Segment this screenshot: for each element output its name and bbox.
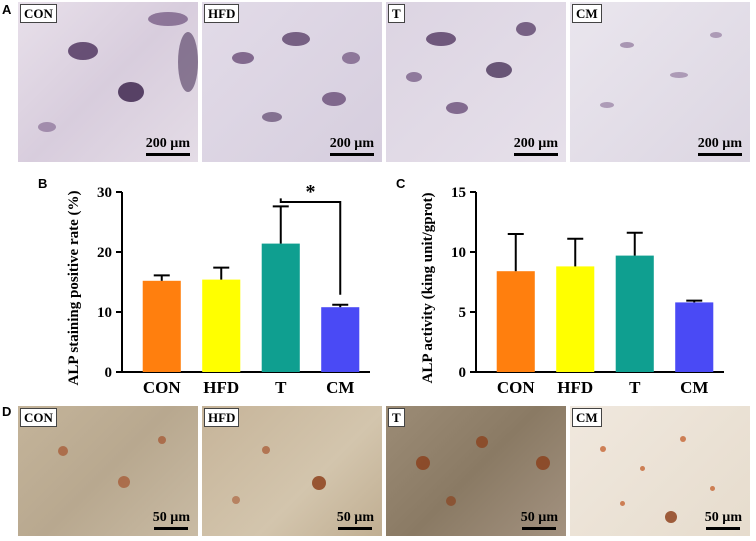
chart-c-bar-cm <box>675 302 714 372</box>
label-d-t: T <box>388 408 405 427</box>
chart-b-ytick-label-3: 30 <box>97 185 112 201</box>
scalebar-a-t: 200 µm <box>514 137 558 156</box>
scale-text-d-hfd: 50 µm <box>336 510 374 525</box>
chart-c-xtick-label-hfd: HFD <box>557 378 593 397</box>
micrograph-a-cm: CM 200 µm <box>570 2 750 162</box>
micrograph-a-t: T 200 µm <box>386 2 566 162</box>
chart-b-bar-cm <box>321 307 360 372</box>
micrograph-d-t: T 50 µm <box>386 406 566 536</box>
chart-c-xtick-label-cm: CM <box>680 378 708 397</box>
chart-b-significance-bracket <box>279 198 342 295</box>
scale-text-a-cm: 200 µm <box>697 136 742 151</box>
label-a-t: T <box>388 4 405 23</box>
panel-letter-a: A <box>2 2 12 17</box>
scale-text-d-cm: 50 µm <box>704 510 742 525</box>
panel-letter-c: C <box>396 176 406 191</box>
micrograph-a-con: CON 200 µm <box>18 2 198 162</box>
chart-b-ytick-label-2: 20 <box>97 245 112 261</box>
chart-c-bar-t <box>615 255 654 372</box>
chart-b-bar-hfd <box>202 279 241 372</box>
scale-text-a-t: 200 µm <box>513 136 558 151</box>
chart-c-ytick-label-0: 0 <box>459 365 467 381</box>
scalebar-a-con: 200 µm <box>146 137 190 156</box>
chart-b-ytick-label-1: 10 <box>97 305 112 321</box>
micrograph-a-hfd: HFD 200 µm <box>202 2 382 162</box>
label-a-cm: CM <box>572 4 602 23</box>
label-d-cm: CM <box>572 408 602 427</box>
chart-c-ylabel: ALP activity (king unit/gprot) <box>420 193 436 384</box>
chart-b-ylabel: ALP staining positive rate (%) <box>66 191 82 386</box>
scalebar-d-cm: 50 µm <box>705 511 742 530</box>
scalebar-a-hfd: 200 µm <box>330 137 374 156</box>
chart-b-bar-con <box>142 280 181 372</box>
label-a-hfd: HFD <box>204 4 240 23</box>
chart-c: 0 5 10 15 CON HFD T CM ALP activity (king unit/… <box>420 185 724 397</box>
chart-b-plot: 0 10 20 30 CON HFD T CM * <box>97 181 370 397</box>
chart-c-xtick-label-con: CON <box>497 378 536 397</box>
chart-b-ytick-label-0: 0 <box>105 365 113 381</box>
chart-b-xtick-label-cm: CM <box>326 378 354 397</box>
label-d-con: CON <box>20 408 57 427</box>
chart-c-bar-con <box>496 271 535 372</box>
scalebar-d-t: 50 µm <box>521 511 558 530</box>
chart-c-plot: 0 5 10 15 CON HFD T CM <box>451 185 724 397</box>
scalebar-d-con: 50 µm <box>153 511 190 530</box>
chart-c-xtick-label-t: T <box>629 378 641 397</box>
panel-letter-d: D <box>2 404 12 419</box>
chart-b-significance-star: * <box>306 181 316 203</box>
scale-text-a-con: 200 µm <box>145 136 190 151</box>
chart-b-xtick-label-con: CON <box>143 378 182 397</box>
chart-b-xtick-label-t: T <box>275 378 287 397</box>
micrograph-d-con: CON 50 µm <box>18 406 198 536</box>
chart-c-ytick-label-2: 10 <box>451 245 466 261</box>
label-d-hfd: HFD <box>204 408 240 427</box>
chart-c-ytick-label-1: 5 <box>459 305 467 321</box>
label-a-con: CON <box>20 4 57 23</box>
scalebar-a-cm: 200 µm <box>698 137 742 156</box>
scale-text-a-hfd: 200 µm <box>329 136 374 151</box>
micrograph-d-hfd: HFD 50 µm <box>202 406 382 536</box>
chart-c-ytick-label-3: 15 <box>451 185 466 201</box>
chart-b-bar-t <box>261 243 300 372</box>
scale-text-d-con: 50 µm <box>152 510 190 525</box>
chart-b: 0 10 20 30 CON HFD T CM * ALP staining positive … <box>66 181 370 397</box>
micrograph-d-cm: CM 50 µm <box>570 406 750 536</box>
panel-letter-b: B <box>38 176 48 191</box>
scale-text-d-t: 50 µm <box>520 510 558 525</box>
scalebar-d-hfd: 50 µm <box>337 511 374 530</box>
chart-b-xtick-label-hfd: HFD <box>203 378 239 397</box>
chart-c-bar-hfd <box>556 266 595 372</box>
